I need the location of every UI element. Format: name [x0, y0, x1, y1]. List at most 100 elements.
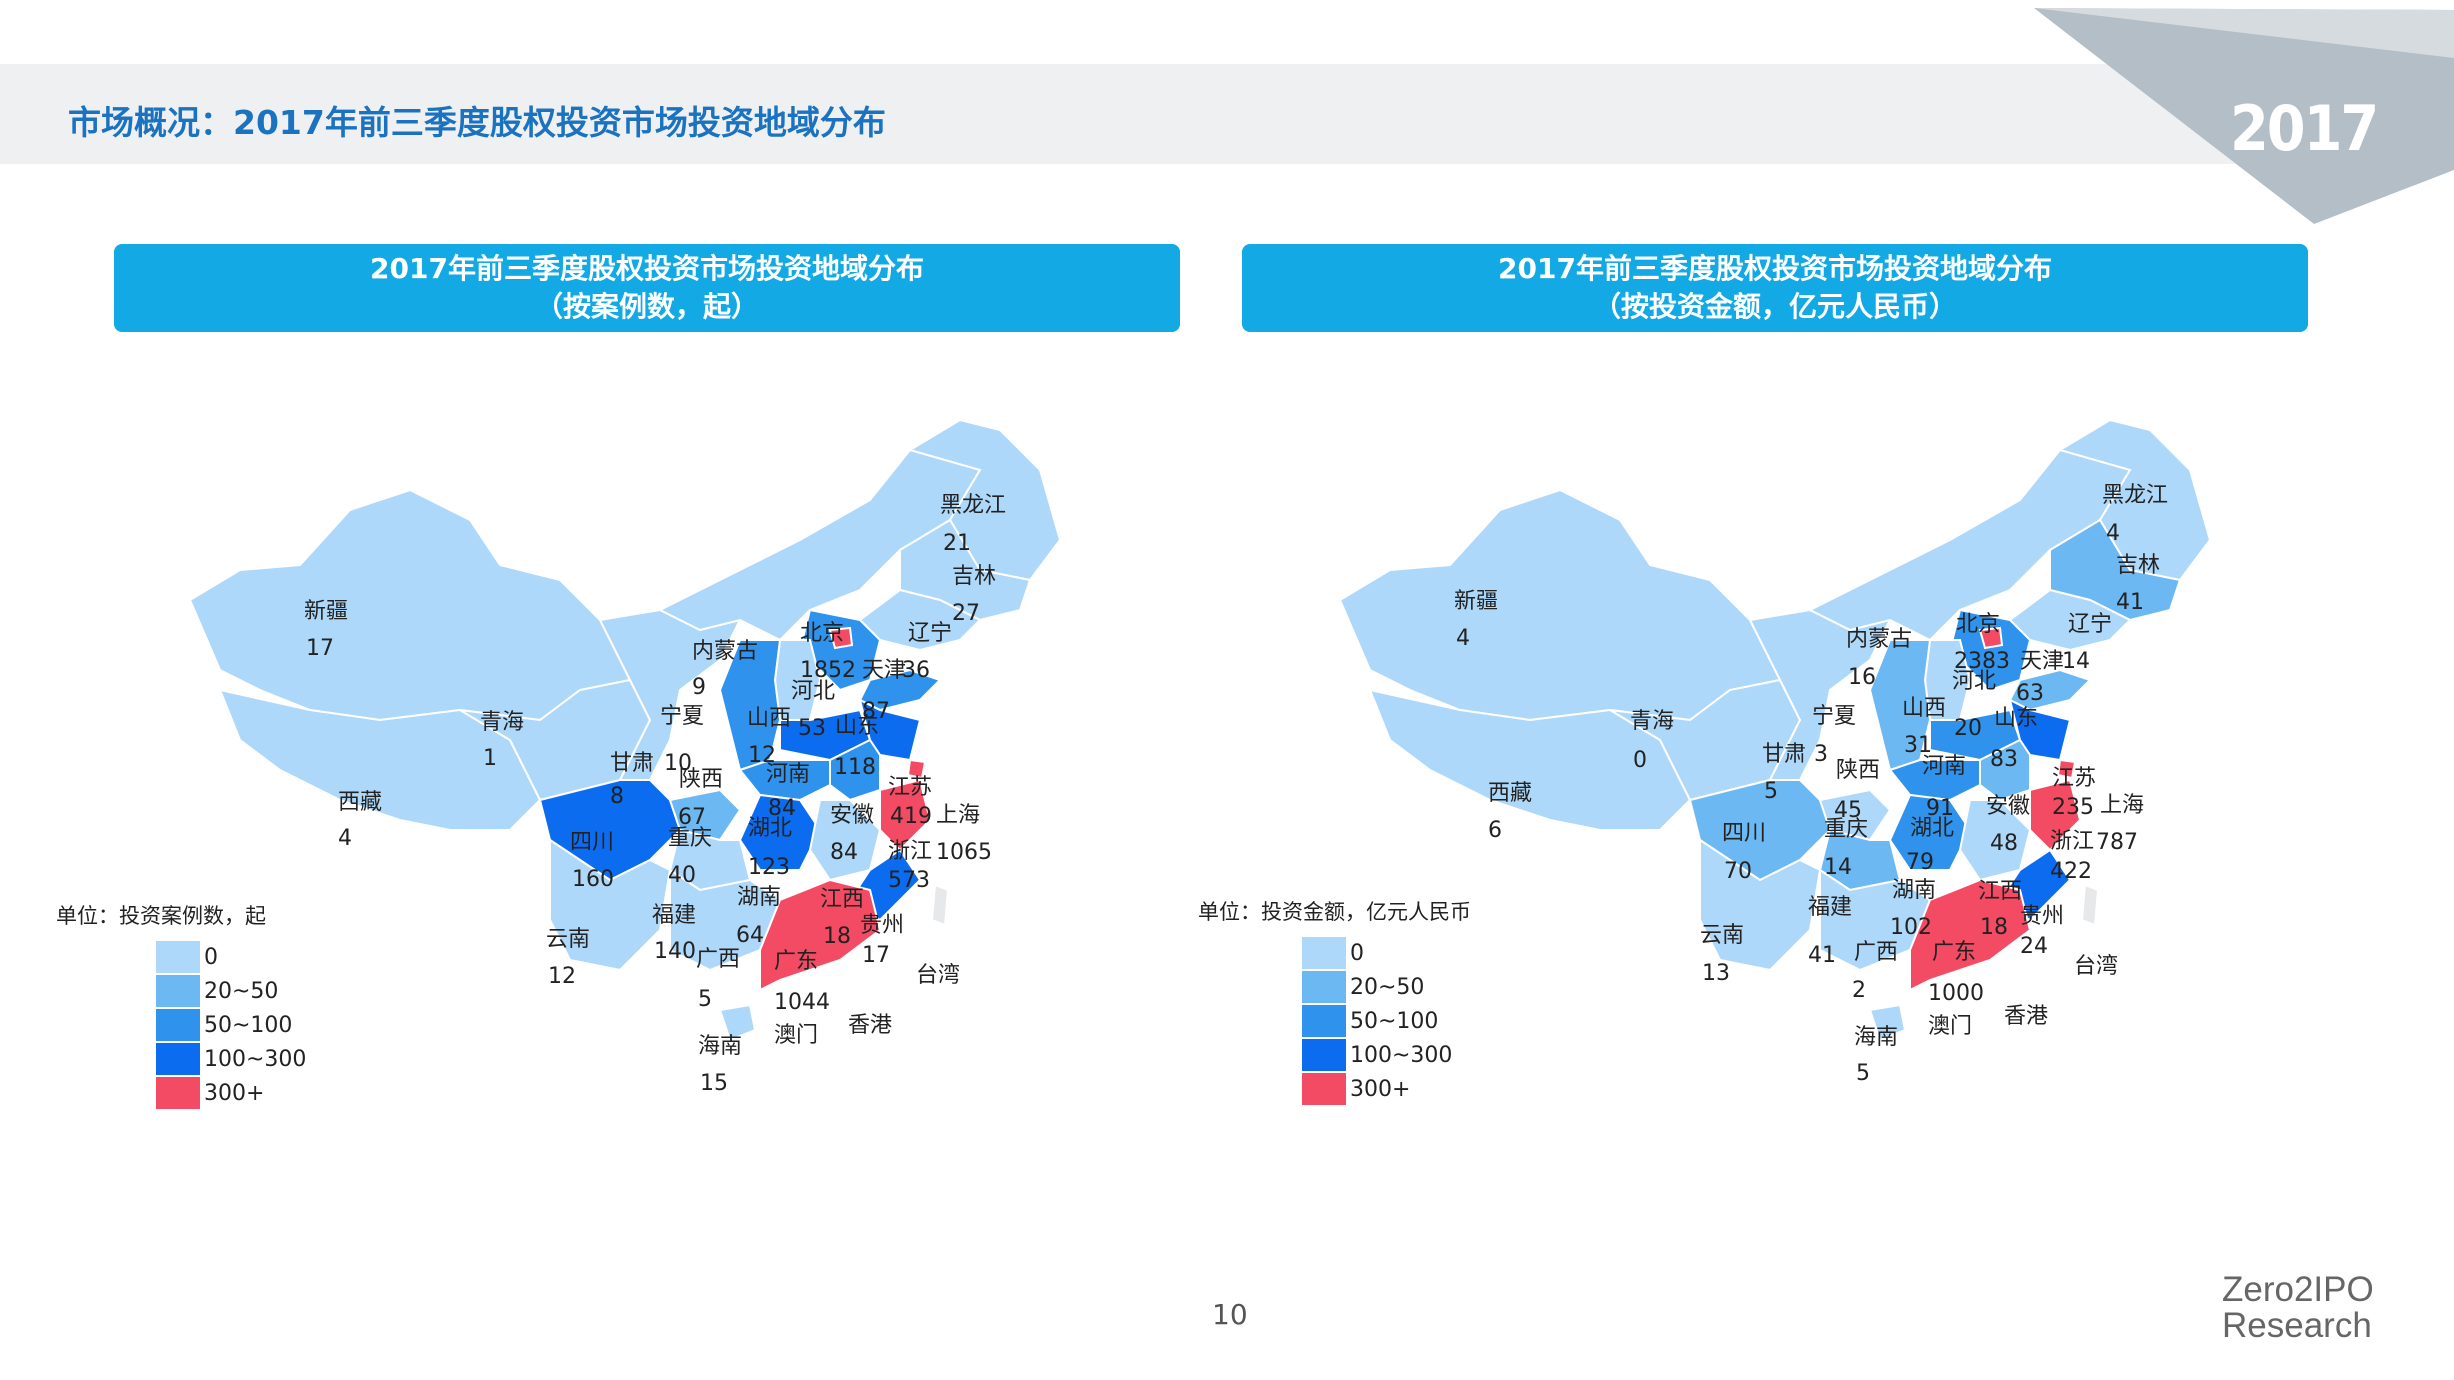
label-hainan-name: 海南	[1854, 1025, 1898, 1050]
region-chongqing	[1818, 788, 1892, 842]
label-hongkong-name: 香港	[2004, 1004, 2048, 1029]
legend-swatch-0	[1302, 937, 1346, 969]
region-heilongjiang	[907, 418, 1062, 582]
label-guizhou-value: 140	[654, 939, 696, 964]
region-xizang	[218, 688, 542, 831]
label-xinjiang-value: 17	[306, 636, 334, 661]
label-fujian-value: 24	[2020, 934, 2048, 959]
label-ningxia-value: 5	[1764, 779, 1778, 804]
label-heilongjiang-value: 21	[943, 531, 971, 556]
region-guangdong	[1909, 878, 2032, 992]
legend-swatch-50-100	[156, 1009, 200, 1041]
label-chongqing-value: 40	[668, 863, 696, 888]
label-guangdong-name: 广东	[774, 949, 818, 974]
legend-label-100-300: 100~300	[1350, 1042, 1453, 1068]
label-hainan-value: 15	[700, 1071, 728, 1096]
page-title: 市场概况：2017年前三季度股权投资市场投资地域分布	[68, 103, 886, 142]
corner-decoration	[2034, 0, 2454, 224]
label-xinjiang-name: 新疆	[304, 599, 348, 624]
label-neimenggu-name: 内蒙古	[692, 639, 758, 664]
label-guangdong-value: 1044	[774, 990, 830, 1015]
label-gansu-name: 甘肃	[1762, 742, 1806, 767]
label-beijing-value: 2383	[1954, 649, 2010, 674]
label-hebei-name: 河北	[1952, 669, 1996, 694]
left-chart-title: 2017年前三季度股权投资市场投资地域分布	[370, 252, 924, 285]
label-qinghai-name: 青海	[1630, 709, 1674, 734]
legend-swatch-300-plus	[1302, 1073, 1346, 1105]
left-map-regions	[188, 418, 1062, 1042]
label-shandong-name: 山东	[835, 714, 879, 739]
right-map-chart: 新疆 4 西藏 6 青海 0 甘肃 3 宁夏 5 内蒙古 16 黑龙江 4 吉林…	[1330, 390, 2230, 1134]
label-anhui-value: 48	[1990, 831, 2018, 856]
left-map-svg: 新疆 17 西藏 4 青海 1 甘肃 10 宁夏 8 内蒙古 9 黑龙江 21 …	[188, 418, 1062, 1096]
right-panel-header: 2017年前三季度股权投资市场投资地域分布 （按投资金额，亿元人民币）	[1242, 244, 2308, 332]
label-ningxia-value: 8	[610, 784, 624, 809]
label-jiangxi-value: 18	[823, 924, 851, 949]
brand-logo: Zero2IPO Research	[2222, 1272, 2374, 1344]
label-chongqing-value: 14	[1824, 855, 1852, 880]
label-zhejiang-value: 422	[2050, 859, 2092, 884]
region-yunnan	[1699, 838, 1822, 972]
label-liaoning-name: 辽宁	[2068, 612, 2112, 637]
title-band	[0, 64, 2454, 164]
label-hunan-name: 湖南	[737, 885, 781, 910]
legend-swatch-20-50	[1302, 971, 1346, 1003]
label-neimenggu-name: 内蒙古	[1846, 627, 1912, 652]
label-qinghai-value: 0	[1633, 748, 1647, 773]
region-xinjiang	[1338, 488, 1782, 722]
label-jilin-name: 吉林	[952, 564, 996, 589]
label-jilin-value: 27	[952, 601, 980, 626]
label-shanghai-name: 上海	[2100, 793, 2144, 818]
label-guangdong-value: 1000	[1928, 981, 1984, 1006]
label-shaanxi-value: 67	[678, 805, 706, 830]
label-neimenggu-value: 16	[1848, 665, 1876, 690]
page-number: 10	[1212, 1298, 1248, 1331]
label-shandong-value: 87	[862, 699, 890, 724]
label-macau-name: 澳门	[774, 1023, 818, 1048]
region-heilongjiang	[2057, 418, 2212, 582]
label-xizang-name: 西藏	[338, 790, 382, 815]
legend-label-100-300: 100~300	[204, 1046, 307, 1072]
legend-label-50-100: 50~100	[1350, 1008, 1439, 1034]
label-hebei-name: 河北	[791, 679, 835, 704]
label-hainan-value: 5	[1856, 1061, 1870, 1086]
legend-label-0: 0	[1350, 940, 1364, 966]
region-yunnan	[549, 838, 672, 972]
right-map-labels: 新疆 4 西藏 6 青海 0 甘肃 3 宁夏 5 内蒙古 16 黑龙江 4 吉林…	[1454, 483, 2168, 1086]
region-zhejiang	[2029, 778, 2082, 852]
label-ningxia-name: 宁夏	[660, 704, 704, 729]
label-jilin-value: 41	[2116, 590, 2144, 615]
region-beijing	[1978, 626, 2004, 650]
label-hainan-name: 海南	[698, 1034, 742, 1059]
legend-swatch-20-50	[156, 975, 200, 1007]
legend-label-300-plus: 300+	[1350, 1076, 1411, 1102]
label-zhejiang-name: 浙江	[2050, 829, 2094, 854]
left-map-chart: 新疆 17 西藏 4 青海 1 甘肃 10 宁夏 8 内蒙古 9 黑龙江 21 …	[180, 390, 1080, 1134]
label-sichuan-name: 四川	[570, 830, 614, 855]
region-xizang	[1368, 688, 1692, 831]
label-extra-number: 64	[736, 923, 764, 948]
legend-swatch-100-300	[156, 1043, 200, 1075]
region-hainan	[718, 1003, 757, 1042]
legend-label-0: 0	[204, 944, 218, 970]
label-zhejiang-value: 573	[888, 868, 930, 893]
label-xizang-value: 4	[338, 826, 352, 851]
label-taiwan-name: 台湾	[2074, 954, 2118, 979]
label-fujian-value: 17	[862, 943, 890, 968]
label-jiangxi-name: 江西	[1978, 879, 2022, 904]
label-shanxi-name: 山西	[1902, 696, 1946, 721]
region-xinjiang	[188, 488, 632, 722]
label-yunnan-name: 云南	[546, 927, 590, 952]
label-liaoning-value: 14	[2062, 649, 2090, 674]
label-beijing-value: 1852	[800, 658, 856, 683]
label-jilin-name: 吉林	[2116, 553, 2160, 578]
label-gansu-value: 10	[664, 751, 692, 776]
right-chart-subtitle: （按投资金额，亿元人民币）	[1592, 290, 1957, 323]
label-henan-value: 118	[834, 755, 876, 780]
label-xinjiang-name: 新疆	[1454, 589, 1498, 614]
label-ningxia-name: 宁夏	[1812, 704, 1856, 729]
label-hebei-value: 63	[2016, 681, 2044, 706]
label-shaanxi-name: 陕西	[1836, 758, 1880, 783]
label-taiwan-name: 台湾	[916, 963, 960, 988]
label-zhejiang-name: 浙江	[888, 839, 932, 864]
